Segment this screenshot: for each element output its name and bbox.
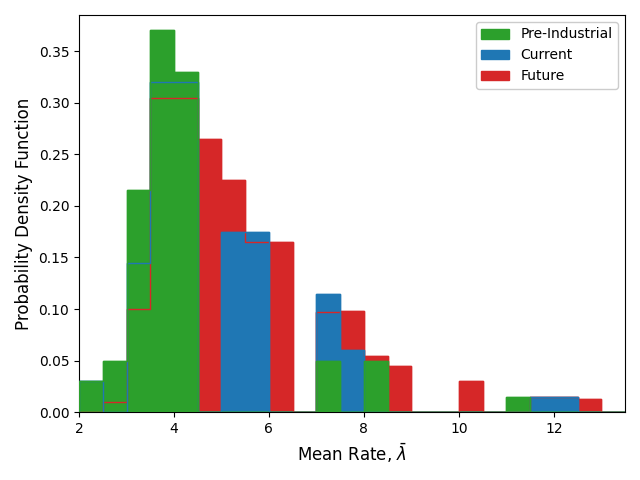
X-axis label: Mean Rate, $\bar{\lambda}$: Mean Rate, $\bar{\lambda}$	[297, 442, 407, 465]
Legend: Pre-Industrial, Current, Future: Pre-Industrial, Current, Future	[476, 22, 618, 89]
Polygon shape	[79, 97, 625, 412]
Y-axis label: Probability Density Function: Probability Density Function	[15, 97, 33, 330]
Polygon shape	[79, 82, 625, 412]
Polygon shape	[79, 30, 625, 412]
